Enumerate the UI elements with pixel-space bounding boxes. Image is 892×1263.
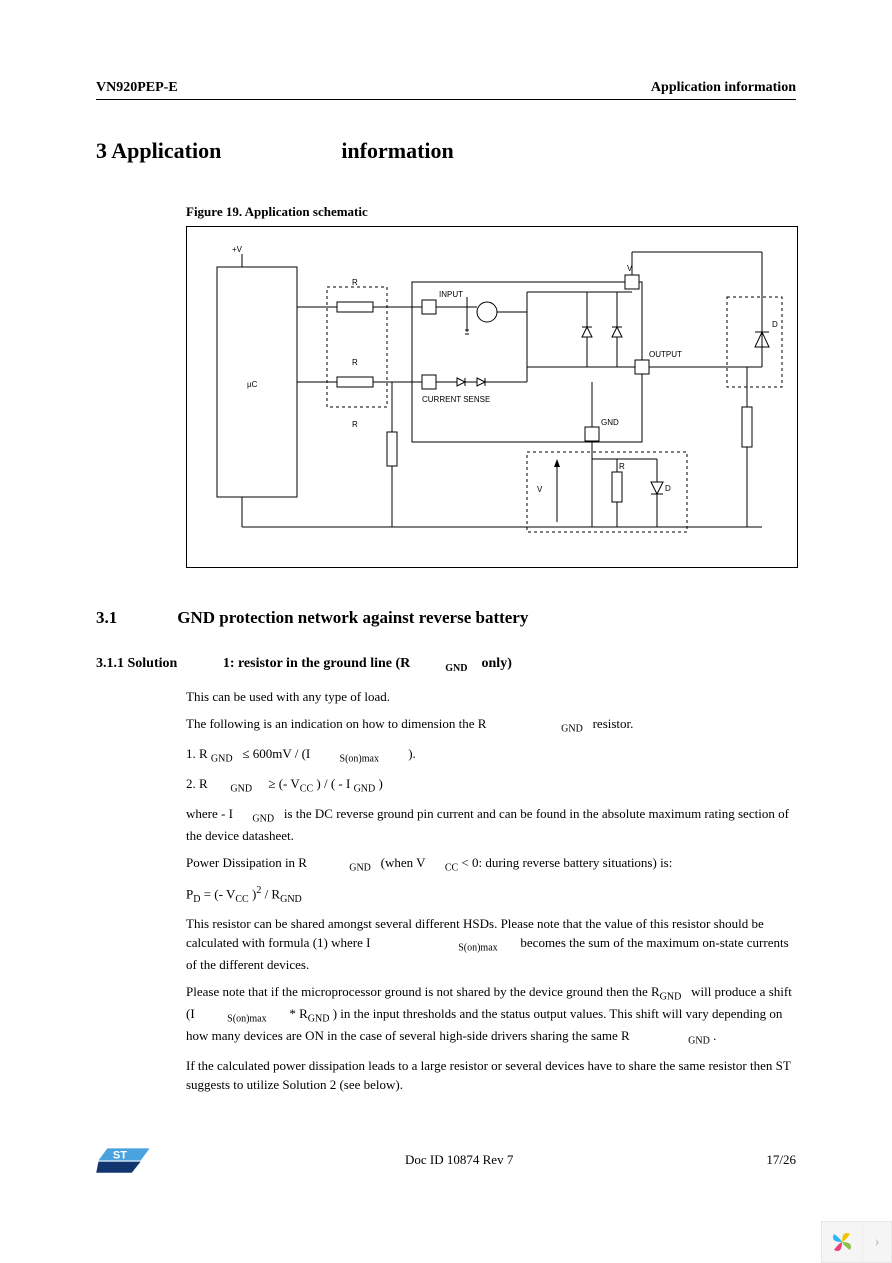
body-text: This can be used with any type of load. …: [186, 688, 796, 1095]
eq: PD = (- VCC )2 / RGND: [186, 884, 796, 907]
st-logo-icon: ST: [96, 1145, 152, 1175]
label-gnd: GND: [601, 418, 619, 427]
label-rsense: R: [352, 420, 358, 429]
chapter-num: 3 Application: [96, 138, 221, 164]
label-vplus: +V: [232, 245, 243, 254]
s311-sub: GND: [445, 663, 467, 674]
s311-b: 1: resistor in the ground line (R: [223, 656, 410, 671]
label-rstat: R: [352, 358, 358, 367]
footer-page: 17/26: [766, 1152, 796, 1168]
p5: This resistor can be shared amongst seve…: [186, 915, 796, 975]
label-input: INPUT: [439, 290, 463, 299]
p2: The following is an indication on how to…: [186, 715, 796, 737]
pinwheel-icon: [822, 1222, 862, 1262]
header-right: Application information: [651, 80, 796, 96]
p1: This can be used with any type of load.: [186, 688, 796, 707]
p3: where - I GND is the DC reverse ground p…: [186, 805, 796, 846]
page-header: VN920PEP-E Application information: [96, 80, 796, 100]
p6: Please note that if the microprocessor g…: [186, 983, 796, 1049]
li2: 2. R GND ≥ (- VCC ) / ( - I GND ): [186, 775, 796, 797]
chapter-rest: information: [341, 138, 453, 164]
p7: If the calculated power dissipation lead…: [186, 1057, 796, 1095]
svg-text:ST: ST: [113, 1149, 127, 1161]
label-rin: R: [352, 278, 358, 287]
label-vgnd: V: [537, 485, 543, 494]
footer-docid: Doc ID 10874 Rev 7: [405, 1152, 513, 1168]
section-3-1-title: GND protection network against reverse b…: [177, 608, 528, 628]
section-3-1-1: 3.1.1 Solution 1: resistor in the ground…: [96, 656, 796, 674]
chevron-right-icon[interactable]: ›: [862, 1222, 891, 1262]
figure-caption: Figure 19. Application schematic: [186, 204, 796, 220]
application-schematic: µC +V R R R INPUT: [186, 226, 798, 568]
label-d: D: [772, 320, 778, 329]
p4: Power Dissipation in R GND (when V CC < …: [186, 854, 796, 876]
label-dgnd: D: [665, 484, 671, 493]
label-rgnd: R: [619, 462, 625, 471]
s311-c: only): [482, 656, 512, 671]
label-uc: µC: [247, 380, 258, 389]
s311-a: 3.1.1 Solution: [96, 656, 177, 671]
label-cs: CURRENT SENSE: [422, 395, 490, 404]
header-left: VN920PEP-E: [96, 80, 178, 96]
section-3-1-num: 3.1: [96, 608, 117, 628]
li1: 1. R GND ≤ 600mV / (I S(on)max ).: [186, 745, 796, 767]
label-output: OUTPUT: [649, 350, 682, 359]
page-footer: ST Doc ID 10874 Rev 7 17/26: [96, 1145, 796, 1175]
chapter-title: 3 Application information: [96, 138, 796, 164]
corner-widget[interactable]: ›: [821, 1221, 892, 1263]
section-3-1: 3.1 GND protection network against rever…: [96, 608, 796, 628]
